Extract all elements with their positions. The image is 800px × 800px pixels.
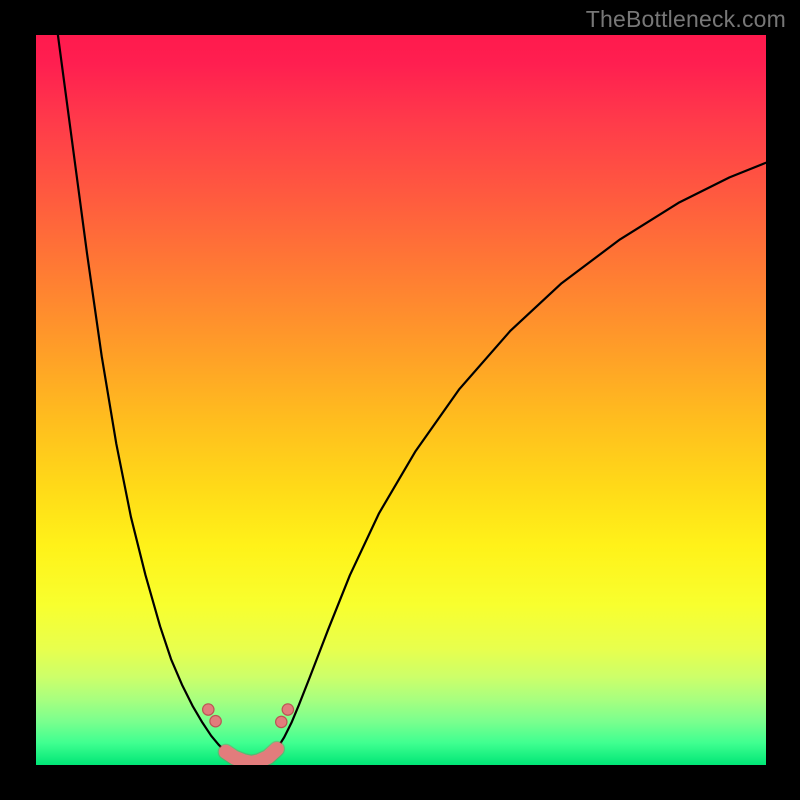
- watermark-text: TheBottleneck.com: [586, 6, 786, 33]
- plot-area: [36, 35, 766, 765]
- bottom-marker-dot: [282, 704, 293, 715]
- chart-frame: TheBottleneck.com: [0, 0, 800, 800]
- bottom-marker-dot: [210, 716, 221, 727]
- gradient-background: [36, 35, 766, 765]
- chart-svg: [36, 35, 766, 765]
- bottom-marker-dot: [276, 716, 287, 727]
- bottom-marker-dot: [203, 704, 214, 715]
